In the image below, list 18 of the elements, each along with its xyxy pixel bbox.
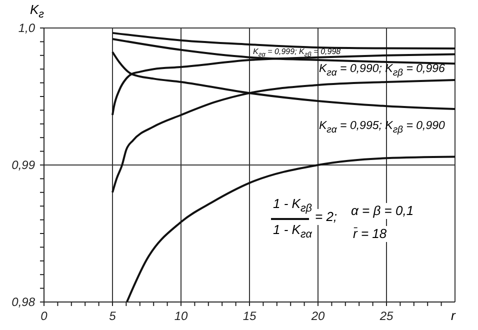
annotation: 1 - K$_{гα}$	[272, 222, 313, 243]
x-tick-label: 0	[40, 309, 48, 323]
x-axis-title: r	[451, 308, 456, 323]
y-tick-label: 0,99	[12, 158, 36, 172]
line-series	[112, 32, 455, 50]
line-series	[126, 156, 455, 302]
annotation: α = β = 0,1	[350, 203, 415, 219]
x-tick-label: 15	[242, 309, 256, 323]
x-tick-label: 25	[378, 309, 394, 323]
annotation: r̄ = 18	[352, 226, 388, 242]
y-axis-title: K$_{г}$	[30, 2, 44, 21]
y-tick-label: 0,98	[12, 295, 36, 309]
x-tick-label: 10	[174, 309, 188, 323]
annotation: = 2;	[314, 209, 338, 225]
x-tick-label: 5	[109, 309, 116, 323]
annotation: 1 - K$_{гβ}$	[272, 196, 313, 217]
y-tick-label: 1,0	[18, 21, 36, 35]
x-tick-label: 20	[310, 309, 325, 323]
